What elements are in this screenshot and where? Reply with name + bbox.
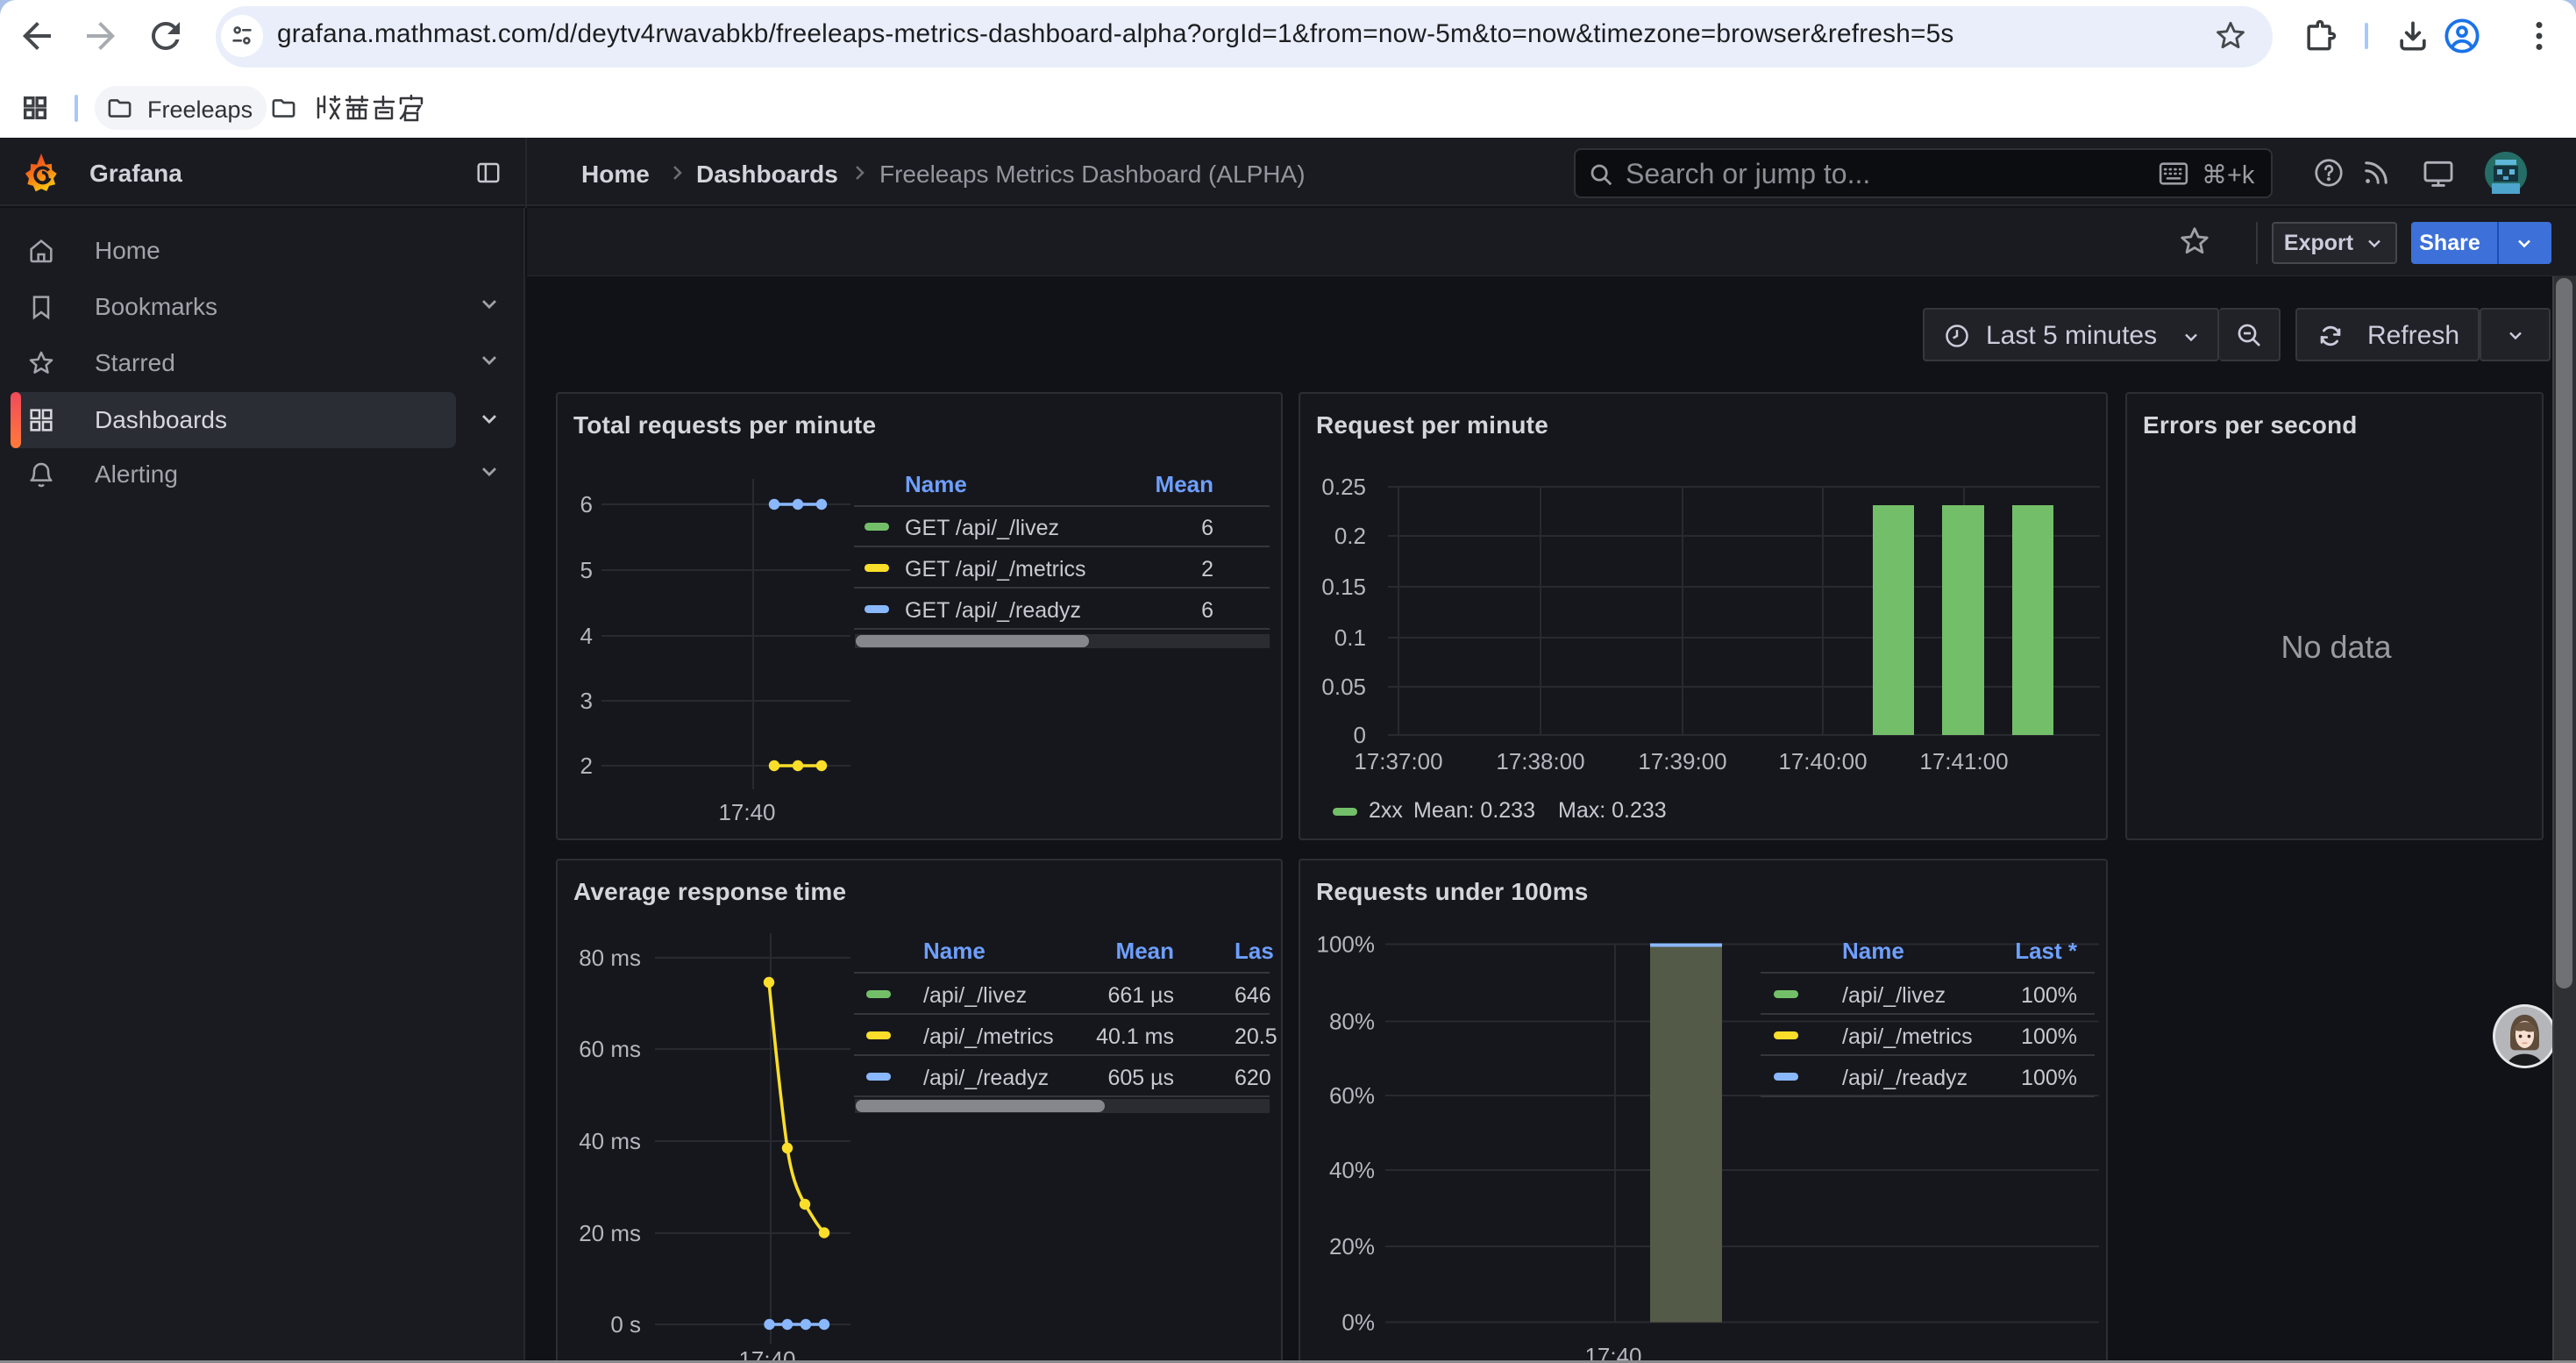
svg-text:4: 4 — [580, 623, 593, 649]
svg-text:20.5 r: 20.5 r — [1235, 1024, 1283, 1049]
svg-text:661 µs: 661 µs — [1107, 983, 1174, 1008]
svg-text:40.1 ms: 40.1 ms — [1096, 1024, 1174, 1049]
svg-text:100%: 100% — [1317, 931, 1376, 958]
svg-text:17:40: 17:40 — [1584, 1343, 1641, 1363]
svg-text:100%: 100% — [2021, 1024, 2077, 1049]
svg-text:100%: 100% — [2021, 1066, 2077, 1090]
svg-text:6: 6 — [1201, 598, 1213, 623]
svg-text:2: 2 — [580, 753, 593, 779]
svg-text:0%: 0% — [1341, 1309, 1375, 1336]
svg-text:605 µs: 605 µs — [1107, 1066, 1174, 1090]
svg-text:80 ms: 80 ms — [579, 945, 641, 971]
svg-text:0 s: 0 s — [610, 1311, 641, 1338]
svg-text:0.05: 0.05 — [1321, 674, 1366, 700]
svg-text:0.15: 0.15 — [1321, 574, 1366, 600]
svg-text:/api/_/readyz: /api/_/readyz — [923, 1066, 1049, 1090]
svg-text:80%: 80% — [1329, 1009, 1375, 1035]
svg-text:Name: Name — [905, 471, 967, 497]
svg-text:GET /api/_/livez: GET /api/_/livez — [905, 516, 1059, 540]
svg-text:/api/_/livez: /api/_/livez — [1842, 983, 1946, 1008]
svg-text:Mean: 0.233: Mean: 0.233 — [1413, 798, 1535, 823]
svg-text:620: 620 — [1235, 1066, 1271, 1090]
svg-text:Las: Las — [1235, 938, 1274, 964]
svg-text:Mean: Mean — [1116, 938, 1174, 964]
svg-text:40%: 40% — [1329, 1157, 1375, 1183]
svg-text:60%: 60% — [1329, 1082, 1375, 1109]
svg-text:20 ms: 20 ms — [579, 1220, 641, 1246]
svg-text:GET /api/_/metrics: GET /api/_/metrics — [905, 557, 1086, 582]
svg-text:Max: 0.233: Max: 0.233 — [1558, 798, 1667, 823]
svg-text:Mean: Mean — [1156, 471, 1213, 497]
svg-text:0.25: 0.25 — [1321, 474, 1366, 500]
svg-text:20%: 20% — [1329, 1233, 1375, 1260]
svg-text:100%: 100% — [2021, 983, 2077, 1008]
svg-text:/api/_/metrics: /api/_/metrics — [923, 1024, 1054, 1049]
svg-text:60 ms: 60 ms — [579, 1036, 641, 1062]
svg-text:2: 2 — [1201, 557, 1213, 582]
svg-text:17:38:00: 17:38:00 — [1496, 748, 1584, 774]
svg-text:2xx: 2xx — [1369, 798, 1403, 823]
svg-text:Name: Name — [923, 938, 986, 964]
svg-text:17:41:00: 17:41:00 — [1919, 748, 2008, 774]
svg-text:5: 5 — [580, 557, 593, 583]
svg-text:17:40: 17:40 — [718, 799, 775, 825]
svg-text:6: 6 — [580, 491, 593, 517]
svg-text:Name: Name — [1842, 938, 1904, 964]
svg-text:GET /api/_/readyz: GET /api/_/readyz — [905, 598, 1081, 623]
svg-text:0.1: 0.1 — [1334, 624, 1366, 651]
svg-text:17:39:00: 17:39:00 — [1638, 748, 1726, 774]
svg-text:40 ms: 40 ms — [579, 1128, 641, 1154]
svg-text:/api/_/metrics: /api/_/metrics — [1842, 1024, 1973, 1049]
svg-text:/api/_/readyz: /api/_/readyz — [1842, 1066, 1968, 1090]
svg-text:17:40:00: 17:40:00 — [1778, 748, 1867, 774]
svg-text:3: 3 — [580, 688, 593, 714]
svg-text:0.2: 0.2 — [1334, 523, 1366, 549]
svg-text:646: 646 — [1235, 983, 1271, 1008]
svg-text:/api/_/livez: /api/_/livez — [923, 983, 1027, 1008]
svg-text:6: 6 — [1201, 516, 1213, 540]
svg-text:17:37:00: 17:37:00 — [1354, 748, 1442, 774]
svg-text:0: 0 — [1354, 722, 1366, 748]
svg-text:Last *: Last * — [2015, 938, 2078, 964]
svg-text:17:40: 17:40 — [738, 1346, 795, 1363]
